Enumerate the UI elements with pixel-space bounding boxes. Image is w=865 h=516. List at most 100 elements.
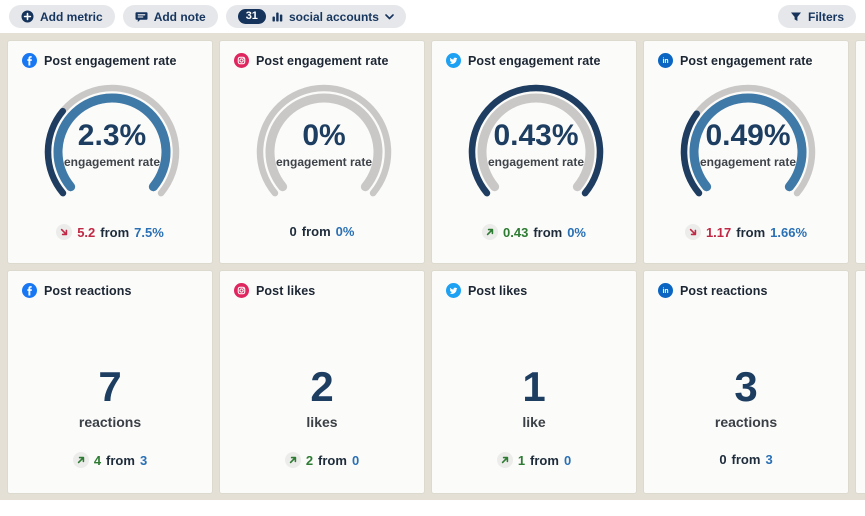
delta-row: 1 from 0: [446, 452, 622, 468]
delta-change-value: 2: [305, 452, 314, 468]
accounts-count-badge: 31: [237, 9, 266, 24]
delta-row: 0.43 from 0%: [446, 224, 622, 240]
toolbar: Add metric Add note 31 social accounts F…: [0, 0, 865, 33]
instagram-icon: [234, 53, 249, 68]
trend-up-arrow-icon: [482, 224, 498, 240]
gauge-value-label: engagement rate: [487, 155, 585, 169]
count-value: 1: [522, 363, 546, 410]
card-title: Post likes: [468, 283, 528, 298]
delta-change-value: 4: [93, 452, 102, 468]
instagram-icon: [234, 283, 249, 298]
metric-card-partial-gauge[interactable]: [856, 41, 865, 263]
linkedin-icon: in: [658, 53, 673, 68]
delta-from-word: from: [106, 452, 135, 468]
gauge-value: 0.43%: [493, 119, 579, 152]
add-metric-plus-icon: [21, 10, 34, 23]
delta-row: 0 from 3: [658, 452, 834, 467]
trend-up-arrow-icon: [284, 452, 301, 468]
count-label: like: [522, 414, 546, 430]
card-header: Post engagement rate: [234, 53, 410, 68]
trend-down-arrow-icon: [684, 224, 701, 240]
metric-card-linkedin-number[interactable]: in Post reactions 3 reactions 0 from 3: [644, 271, 848, 493]
delta-previous-value[interactable]: 0%: [335, 224, 355, 239]
gauge-value-label: engagement rate: [63, 155, 161, 169]
chevron-down-icon: [385, 13, 394, 20]
metric-card-twitter-number[interactable]: Post likes 1 like 1 from 0: [432, 271, 636, 493]
gauge-value: 0%: [302, 119, 346, 152]
filter-funnel-icon: [790, 11, 802, 23]
delta-from-word: from: [530, 452, 559, 468]
card-title: Post engagement rate: [44, 53, 177, 68]
note-bubble-icon: [135, 10, 148, 23]
delta-from-word: from: [318, 452, 347, 468]
count-block: 3 reactions: [658, 366, 834, 431]
gauge-center-text: 0.49% engagement rate: [658, 119, 838, 170]
facebook-icon: [22, 283, 37, 298]
gauge-value-label: engagement rate: [275, 155, 373, 169]
gauge-center-text: 0.43% engagement rate: [446, 119, 626, 170]
bar-chart-icon: [272, 11, 283, 22]
card-title: Post reactions: [680, 283, 768, 298]
gauge-value: 0.49%: [705, 119, 791, 152]
engagement-gauge: 0.43% engagement rate: [446, 74, 626, 214]
count-label: reactions: [78, 414, 142, 430]
linkedin-icon: in: [658, 283, 673, 298]
count-label: reactions: [714, 414, 778, 430]
delta-previous-value[interactable]: 0: [351, 452, 360, 468]
card-header: Post likes: [234, 283, 410, 298]
delta-change-value: 0: [289, 224, 297, 239]
delta-previous-value[interactable]: 3: [765, 452, 773, 467]
delta-from-word: from: [736, 224, 766, 240]
delta-previous-value[interactable]: 3: [139, 452, 148, 468]
delta-previous-value[interactable]: 1.66%: [770, 224, 808, 240]
gauge-value-label: engagement rate: [699, 155, 797, 169]
count-value: 2: [310, 363, 334, 410]
card-header: Post reactions: [22, 283, 198, 298]
svg-text:in: in: [662, 288, 668, 295]
add-note-button[interactable]: Add note: [122, 5, 218, 28]
card-title: Post engagement rate: [256, 53, 389, 68]
delta-from-word: from: [301, 224, 331, 239]
metric-card-twitter-gauge[interactable]: Post engagement rate 0.43% engagement rate…: [432, 41, 636, 263]
gauge-value: 2.3%: [77, 119, 147, 152]
delta-previous-value[interactable]: 0%: [567, 224, 586, 240]
metric-card-instagram-number[interactable]: Post likes 2 likes 2 from 0: [220, 271, 424, 493]
engagement-gauge: 0.49% engagement rate: [658, 74, 838, 214]
metric-card-facebook-gauge[interactable]: Post engagement rate 2.3% engagement rate 5…: [8, 41, 212, 263]
card-header: Post engagement rate: [22, 53, 198, 68]
delta-row: 0 from 0%: [234, 224, 410, 239]
card-title: Post engagement rate: [680, 53, 813, 68]
add-note-label: Add note: [153, 9, 206, 24]
count-block: 1 like: [446, 363, 622, 431]
delta-from-word: from: [731, 452, 761, 467]
card-title: Post likes: [256, 283, 316, 298]
delta-change-value: 0: [719, 452, 727, 467]
dashboard-panel: Post engagement rate 2.3% engagement rate 5…: [0, 33, 865, 500]
twitter-icon: [446, 53, 461, 68]
delta-previous-value[interactable]: 0: [563, 452, 572, 468]
engagement-gauge: 0% engagement rate: [234, 74, 414, 214]
svg-text:in: in: [662, 58, 668, 65]
card-title: Post reactions: [44, 283, 132, 298]
metric-card-facebook-number[interactable]: Post reactions 7 reactions 4 from 3: [8, 271, 212, 493]
count-label: likes: [306, 414, 338, 430]
delta-from-word: from: [100, 224, 130, 240]
metric-card-partial[interactable]: [856, 271, 865, 493]
delta-from-word: from: [533, 224, 563, 240]
filters-button[interactable]: Filters: [777, 5, 856, 28]
add-metric-button[interactable]: Add metric: [9, 5, 115, 28]
metric-card-instagram-gauge[interactable]: Post engagement rate 0% engagement rate 0 fr…: [220, 41, 424, 263]
toolbar-left-group: Add metric Add note 31 social accounts: [9, 5, 406, 28]
delta-previous-value[interactable]: 7.5%: [134, 224, 164, 240]
cards-grid: Post engagement rate 2.3% engagement rate 5…: [8, 41, 865, 493]
metric-card-linkedin-gauge[interactable]: in Post engagement rate 0.49% engagement ra…: [644, 41, 848, 263]
filters-label: Filters: [807, 9, 844, 24]
count-block: 7 reactions: [22, 366, 198, 431]
gauge-center-text: 0% engagement rate: [234, 119, 414, 170]
add-metric-label: Add metric: [40, 9, 103, 24]
delta-row: 1.17 from 1.66%: [658, 224, 834, 240]
card-header: Post engagement rate: [446, 53, 622, 68]
trend-down-arrow-icon: [56, 224, 73, 240]
social-accounts-selector[interactable]: 31 social accounts: [225, 5, 406, 28]
card-title: Post engagement rate: [468, 53, 601, 68]
